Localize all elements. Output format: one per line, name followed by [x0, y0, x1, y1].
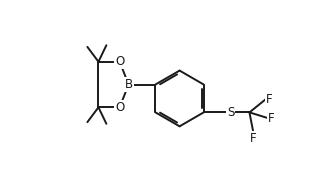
- Text: F: F: [250, 132, 257, 145]
- Text: F: F: [268, 112, 274, 125]
- Text: O: O: [115, 101, 124, 114]
- Text: O: O: [115, 55, 124, 68]
- Text: S: S: [227, 106, 234, 119]
- Text: B: B: [124, 78, 133, 91]
- Text: F: F: [266, 93, 273, 106]
